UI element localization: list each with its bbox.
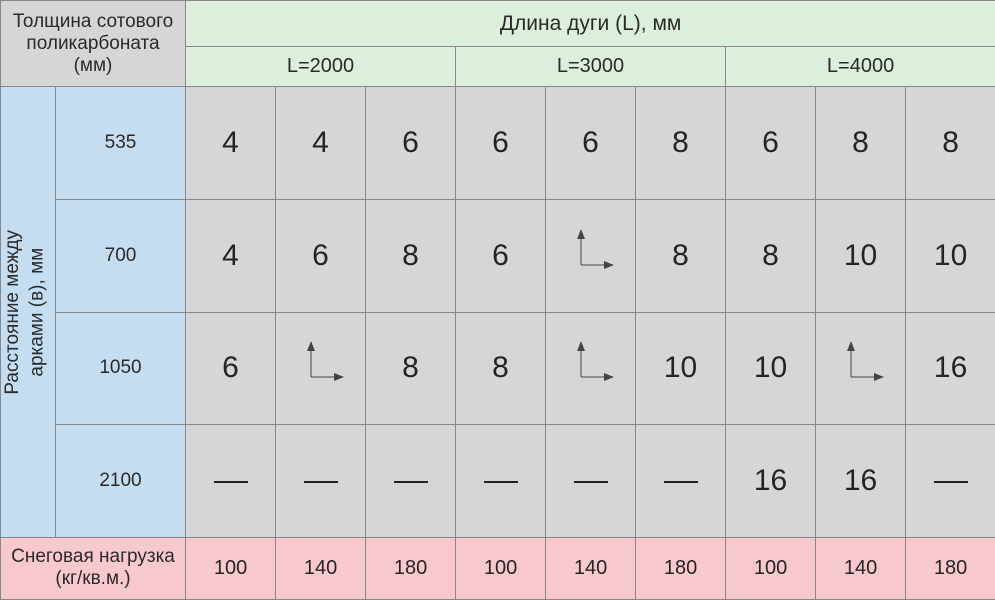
cell-0-0: 4 — [186, 87, 276, 200]
cell-3-1 — [276, 425, 366, 538]
cell-0-8: 8 — [906, 87, 995, 200]
cell-3-0 — [186, 425, 276, 538]
footer-8: 180 — [906, 537, 995, 599]
cell-0-4: 6 — [546, 87, 636, 200]
header-L2000: L=2000 — [186, 47, 456, 87]
cell-2-8: 16 — [906, 312, 995, 425]
header-L3000: L=3000 — [456, 47, 726, 87]
polycarbonate-table: Толщина сотового поликарбоната (мм) Длин… — [0, 0, 995, 600]
dash-icon — [394, 481, 428, 483]
header-thickness: Толщина сотового поликарбоната (мм) — [1, 1, 186, 87]
footer-6: 100 — [726, 537, 816, 599]
cell-0-2: 6 — [366, 87, 456, 200]
cell-2-6: 10 — [726, 312, 816, 425]
cell-2-7 — [816, 312, 906, 425]
cell-0-6: 6 — [726, 87, 816, 200]
cell-1-4 — [546, 199, 636, 312]
cell-2-2: 8 — [366, 312, 456, 425]
cell-0-7: 8 — [816, 87, 906, 200]
cell-2-3: 8 — [456, 312, 546, 425]
vlabel-line1: Расстояние между — [2, 230, 23, 395]
row-label-0: 535 — [56, 87, 186, 200]
thickness-line1: Толщина сотового — [13, 11, 173, 32]
footer-1: 140 — [276, 537, 366, 599]
cell-2-5: 10 — [636, 312, 726, 425]
cell-1-0: 4 — [186, 199, 276, 312]
cell-2-1 — [276, 312, 366, 425]
cell-2-0: 6 — [186, 312, 276, 425]
row-label-3: 2100 — [56, 425, 186, 538]
cell-3-2 — [366, 425, 456, 538]
cell-3-8 — [906, 425, 995, 538]
footer-5: 180 — [636, 537, 726, 599]
cell-3-3 — [456, 425, 546, 538]
cell-0-1: 4 — [276, 87, 366, 200]
footer-line1: Снеговая нагрузка — [11, 546, 175, 567]
arrow-icon — [566, 339, 616, 389]
cell-3-7: 16 — [816, 425, 906, 538]
header-arc-length: Длина дуги (L), мм — [186, 1, 995, 47]
thickness-line3: (мм) — [74, 55, 113, 76]
row-label-2: 1050 — [56, 312, 186, 425]
cell-1-7: 10 — [816, 199, 906, 312]
dash-icon — [574, 481, 608, 483]
thickness-line2: поликарбоната — [26, 33, 159, 54]
cell-0-5: 8 — [636, 87, 726, 200]
cell-1-6: 8 — [726, 199, 816, 312]
cell-2-4 — [546, 312, 636, 425]
cell-1-3: 6 — [456, 199, 546, 312]
row-label-1: 700 — [56, 199, 186, 312]
dash-icon — [304, 481, 338, 483]
cell-3-6: 16 — [726, 425, 816, 538]
cell-0-3: 6 — [456, 87, 546, 200]
footer-line2: (кг/кв.м.) — [55, 568, 130, 589]
arrow-icon — [566, 227, 616, 277]
cell-1-1: 6 — [276, 199, 366, 312]
side-vertical-label: Расстояние между арками (в), мм — [1, 87, 56, 537]
cell-1-2: 8 — [366, 199, 456, 312]
footer-0: 100 — [186, 537, 276, 599]
dash-icon — [214, 481, 248, 483]
cell-3-4 — [546, 425, 636, 538]
cell-3-5 — [636, 425, 726, 538]
footer-label: Снеговая нагрузка (кг/кв.м.) — [1, 537, 186, 599]
cell-1-5: 8 — [636, 199, 726, 312]
footer-4: 140 — [546, 537, 636, 599]
arrow-icon — [836, 339, 886, 389]
table-container: Толщина сотового поликарбоната (мм) Длин… — [0, 0, 995, 600]
footer-7: 140 — [816, 537, 906, 599]
cell-1-8: 10 — [906, 199, 995, 312]
dash-icon — [664, 481, 698, 483]
arrow-icon — [296, 339, 346, 389]
vlabel-line2: арками (в), мм — [27, 248, 48, 377]
footer-3: 100 — [456, 537, 546, 599]
header-L4000: L=4000 — [726, 47, 995, 87]
footer-2: 180 — [366, 537, 456, 599]
dash-icon — [484, 481, 518, 483]
dash-icon — [934, 481, 968, 483]
